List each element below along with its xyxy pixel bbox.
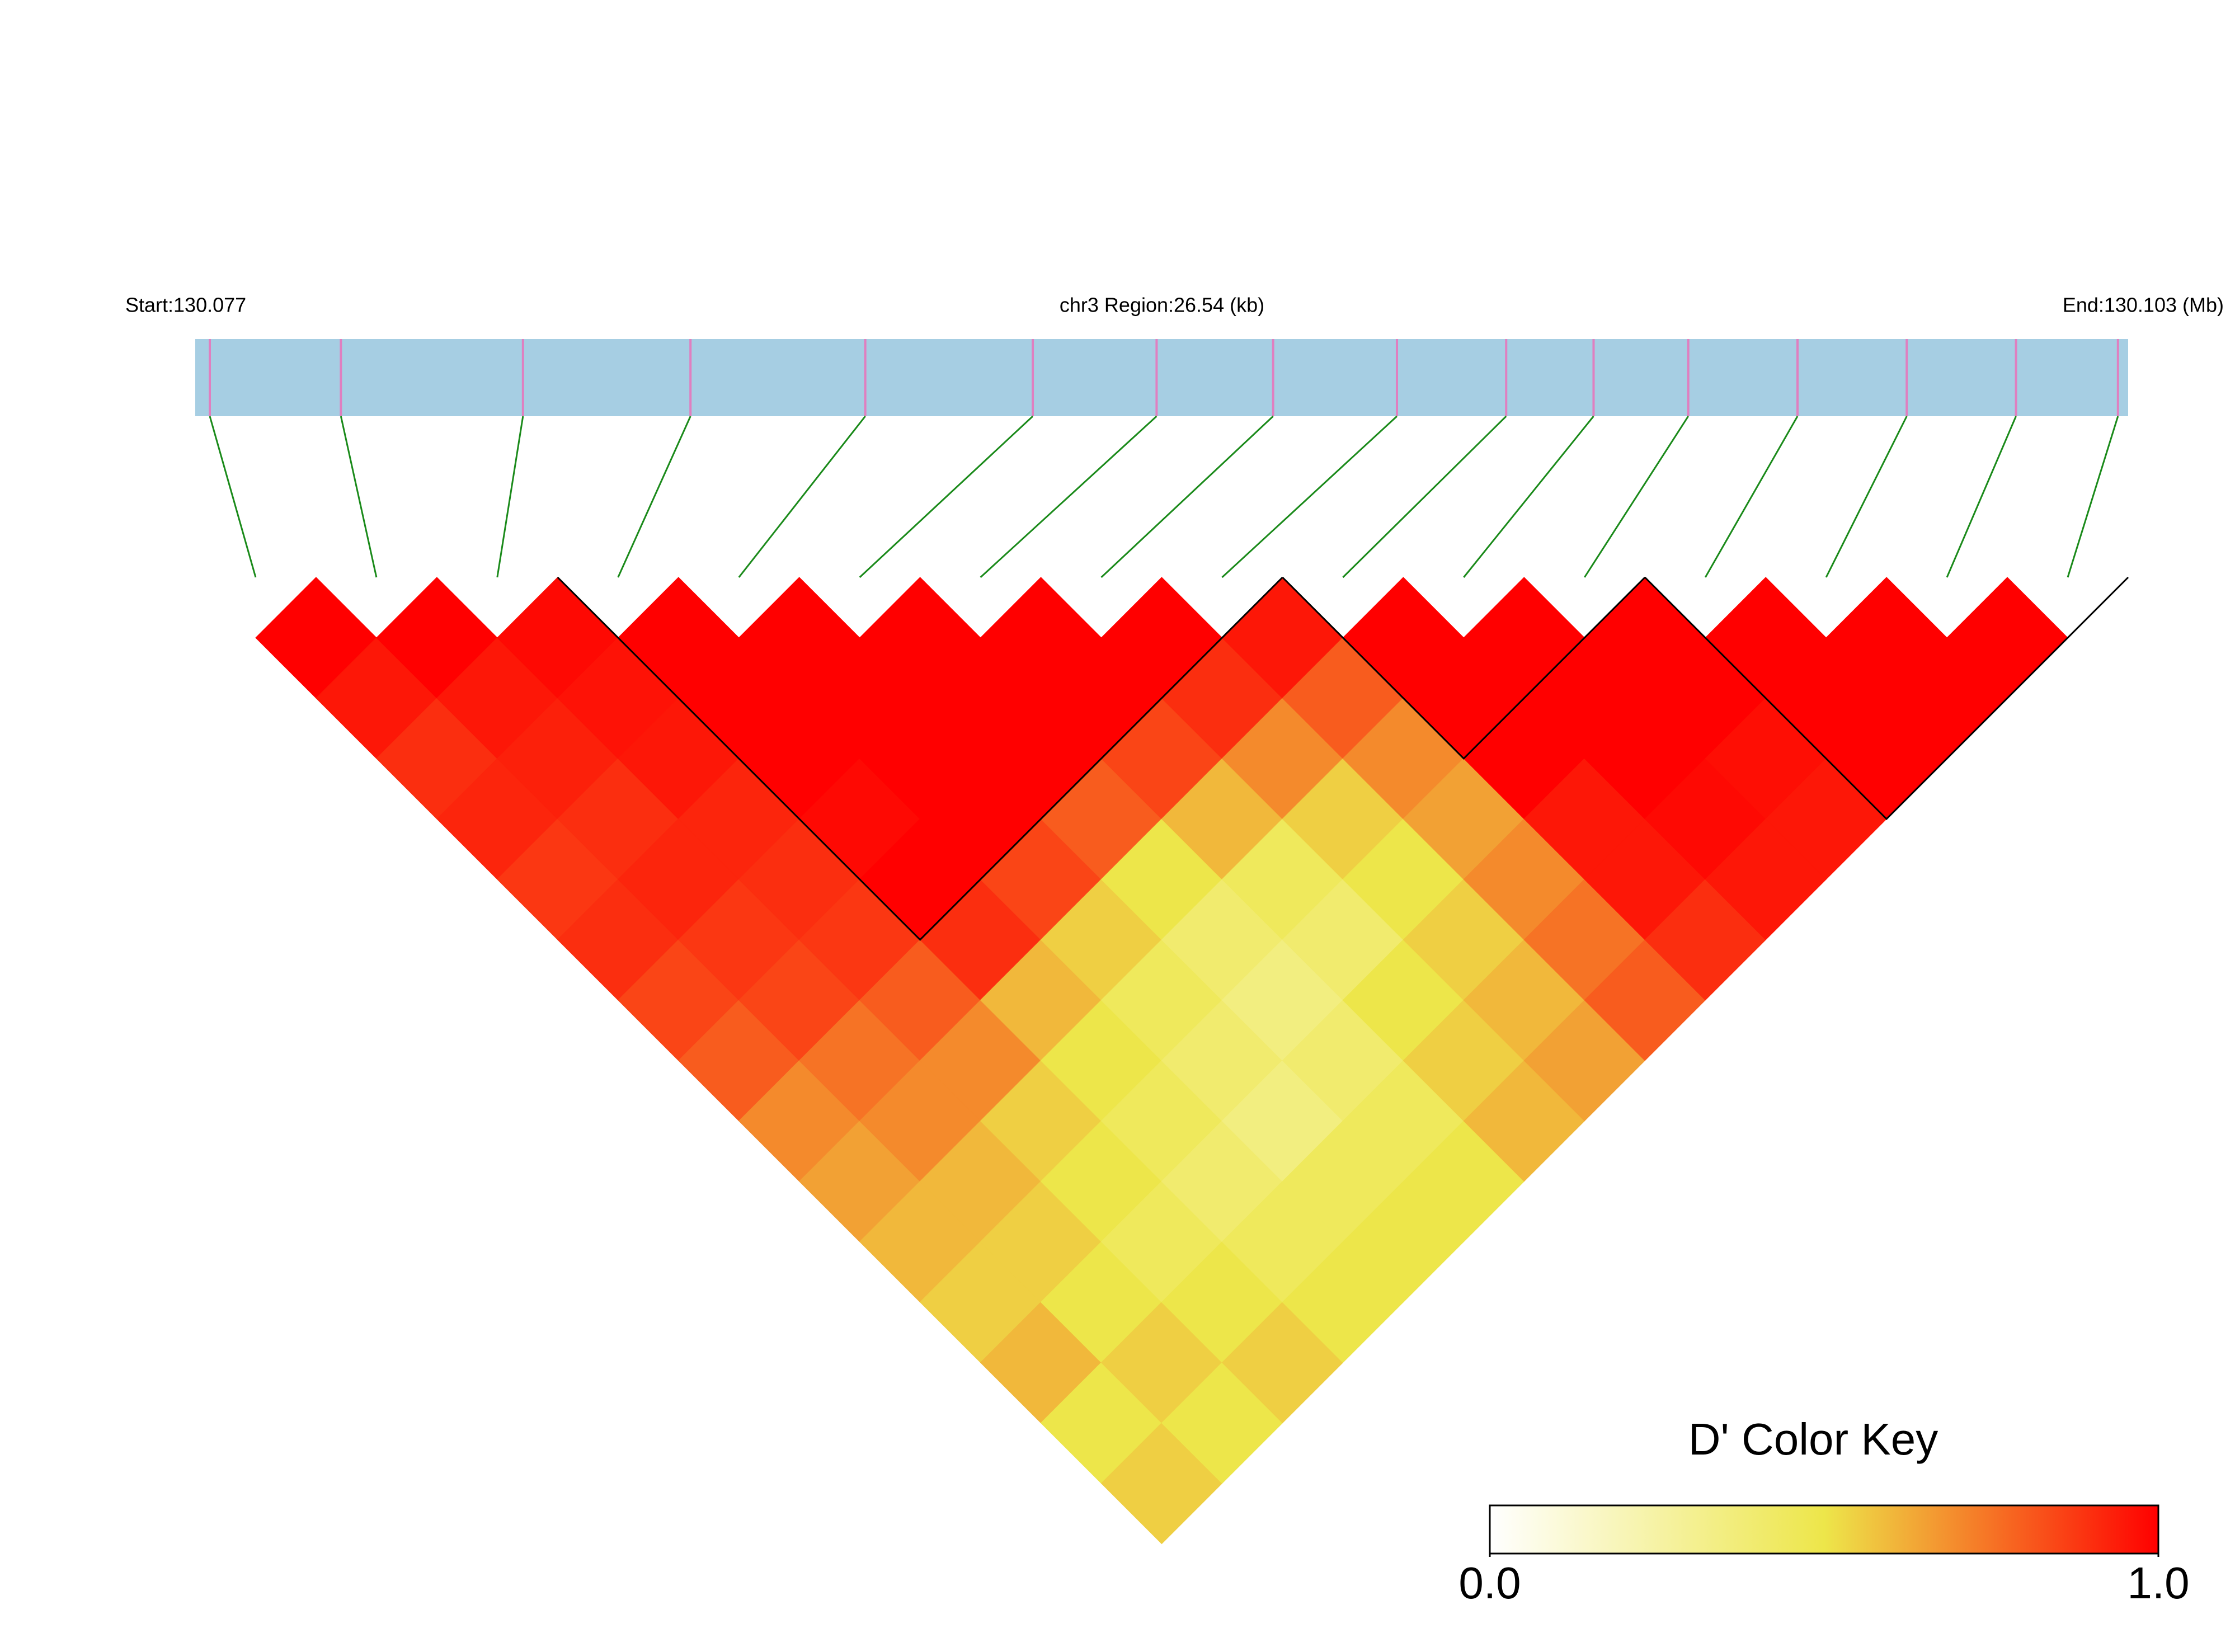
snp-link (1946, 416, 2017, 578)
snp-link (980, 415, 1158, 578)
position-bar (195, 339, 2128, 416)
snp-link (340, 416, 378, 578)
color-key (1489, 1504, 2159, 1555)
snp-link (1100, 415, 1274, 578)
region-label: chr3 Region:26.54 (kb) (1060, 294, 1264, 317)
key-tick-label: 0.0 (1458, 1558, 1521, 1608)
snp-link (1463, 416, 1594, 578)
snp-link (1221, 415, 1398, 578)
snp-link (2067, 416, 2119, 578)
key-title: D' Color Key (1688, 1414, 1938, 1464)
ld-block (1644, 576, 2129, 820)
snp-link (496, 416, 524, 578)
start-label: Start:130.077 (125, 294, 246, 317)
snp-link (1342, 415, 1507, 578)
snp-link (1704, 416, 1799, 578)
snp-link (1825, 416, 1908, 578)
ld-block (557, 576, 1283, 941)
end-label: End:130.103 (Mb) (2063, 294, 2224, 317)
key-tick-label: 1.0 (2127, 1558, 2189, 1608)
snp-link (1584, 416, 1689, 578)
snp-link (209, 416, 257, 578)
ld-block (1282, 576, 1646, 760)
snp-link (617, 416, 691, 578)
snp-link (738, 416, 866, 578)
snp-link (859, 415, 1034, 578)
